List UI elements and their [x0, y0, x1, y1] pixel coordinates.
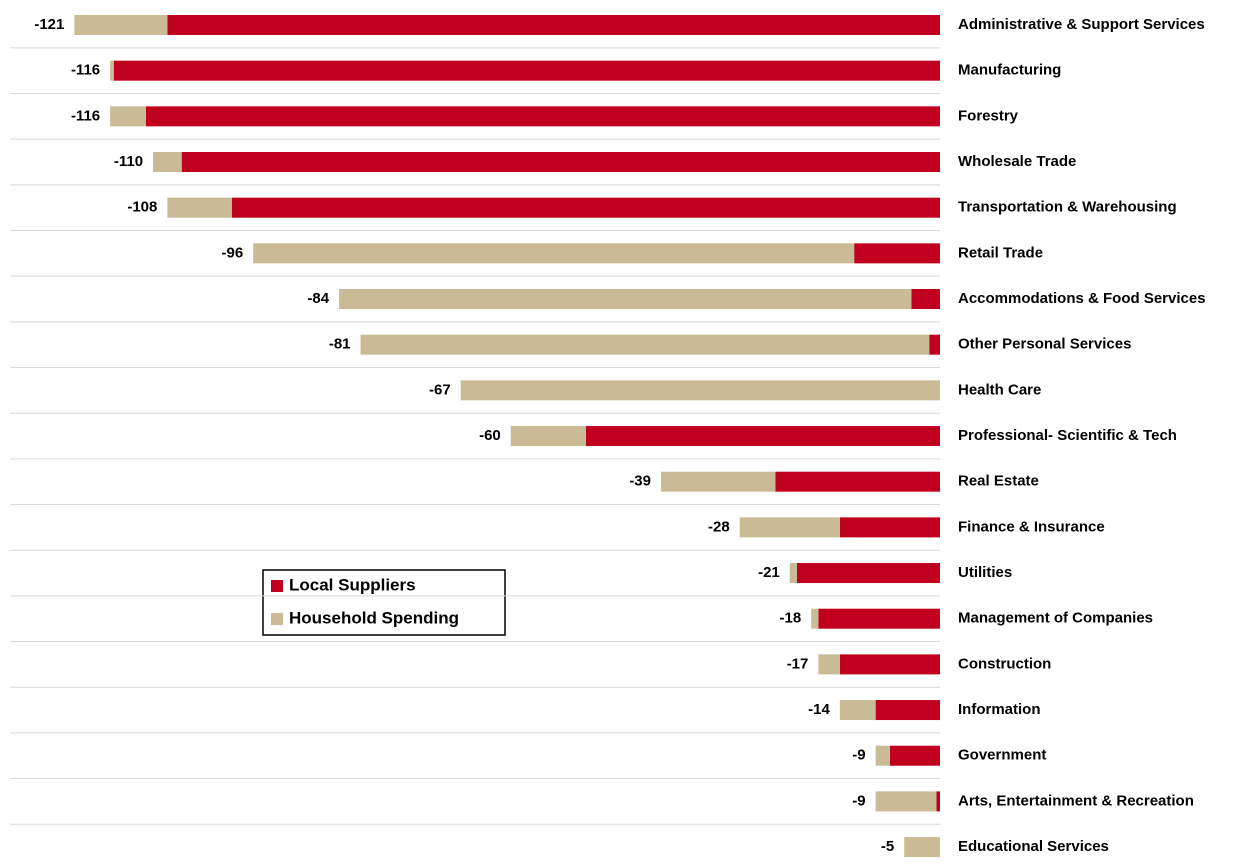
- category-label: Utilities: [958, 564, 1012, 581]
- total-label: -18: [780, 610, 802, 627]
- bar-segment: [585, 426, 940, 447]
- bar-segment: [796, 563, 940, 584]
- total-label: -60: [479, 427, 501, 444]
- bar-segment: [911, 289, 940, 310]
- bar-segment: [153, 152, 182, 173]
- bar-segment: [739, 517, 840, 538]
- category-label: Construction: [958, 655, 1051, 672]
- category-label: Government: [958, 747, 1046, 764]
- total-label: -108: [127, 199, 157, 216]
- bar-segment: [145, 106, 940, 127]
- bar-segment: [936, 791, 940, 812]
- bar-segment: [167, 197, 232, 218]
- legend-label: Household Spending: [289, 608, 459, 627]
- bar-segment: [775, 471, 940, 492]
- bar-segment: [231, 197, 940, 218]
- total-label: -116: [71, 107, 100, 124]
- total-label: -84: [307, 290, 329, 307]
- category-label: Educational Services: [958, 838, 1109, 855]
- bar-segment: [875, 791, 937, 812]
- category-label: Information: [958, 701, 1041, 718]
- bar-segment: [360, 334, 930, 355]
- category-label: Transportation & Warehousing: [958, 199, 1177, 216]
- bar-segment: [181, 152, 940, 173]
- legend-label: Local Suppliers: [289, 575, 416, 594]
- bar-segment: [661, 471, 776, 492]
- bar-segment: [74, 15, 168, 35]
- bar-segment: [904, 837, 940, 858]
- bar-segment: [339, 289, 912, 310]
- bar-segment: [929, 334, 940, 355]
- bar-segment: [839, 654, 940, 675]
- total-label: -21: [758, 564, 780, 581]
- bar-segment: [113, 60, 940, 81]
- bar-segment: [789, 563, 797, 584]
- total-label: -81: [329, 336, 351, 353]
- legend: Local Suppliers Household Spending: [262, 569, 506, 636]
- bar-segment: [167, 15, 940, 35]
- total-label: -121: [34, 16, 64, 33]
- category-label: Other Personal Services: [958, 336, 1131, 353]
- legend-swatch: [271, 613, 283, 625]
- total-label: -96: [222, 244, 244, 261]
- category-label: Finance & Insurance: [958, 518, 1105, 535]
- bar-segment: [253, 243, 855, 264]
- total-label: -116: [71, 62, 100, 79]
- category-label: Manufacturing: [958, 62, 1061, 79]
- category-label: Professional- Scientific & Tech: [958, 427, 1177, 444]
- total-label: -5: [881, 838, 894, 855]
- total-label: -9: [852, 747, 865, 764]
- total-label: -39: [629, 473, 651, 490]
- bar-segment: [510, 426, 586, 447]
- bar-segment: [889, 745, 940, 766]
- category-label: Forestry: [958, 107, 1019, 124]
- category-label: Accommodations & Food Services: [958, 290, 1206, 307]
- category-label: Arts, Entertainment & Recreation: [958, 792, 1194, 809]
- bar-segment: [875, 700, 940, 721]
- total-label: -67: [429, 381, 451, 398]
- bar-segment: [460, 380, 940, 401]
- category-label: Management of Companies: [958, 610, 1153, 627]
- bar-segment: [839, 700, 876, 721]
- bar-segment: [839, 517, 940, 538]
- category-label: Health Care: [958, 381, 1041, 398]
- category-label: Retail Trade: [958, 244, 1043, 261]
- category-label: Real Estate: [958, 473, 1039, 490]
- bar-segment: [110, 106, 146, 127]
- legend-box: [262, 569, 506, 636]
- bar-segment: [818, 654, 840, 675]
- legend-swatch: [271, 580, 283, 592]
- total-label: -14: [808, 701, 830, 718]
- total-label: -110: [114, 153, 143, 170]
- bar-segment: [110, 60, 114, 81]
- total-label: -28: [708, 518, 730, 535]
- category-label: Wholesale Trade: [958, 153, 1076, 170]
- bar-segment: [875, 745, 890, 766]
- total-label: -17: [787, 655, 809, 672]
- total-label: -9: [852, 792, 865, 809]
- bar-segment: [854, 243, 940, 264]
- category-label: Administrative & Support Services: [958, 16, 1205, 33]
- bar-segment: [818, 608, 940, 629]
- bar-segment: [811, 608, 819, 629]
